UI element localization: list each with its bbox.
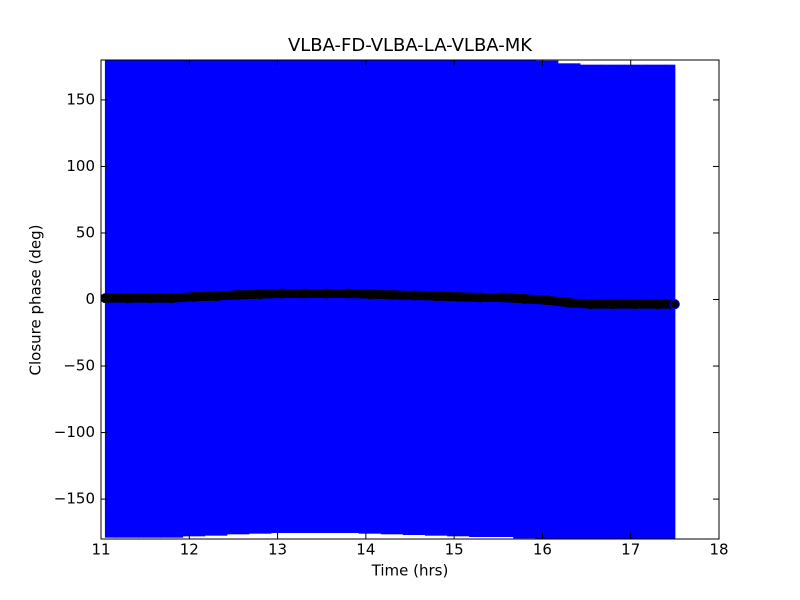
data-point [453,291,464,302]
x-tick-label: 11 [91,541,110,559]
data-point [608,299,619,310]
y-tick-label: 50 [76,223,95,241]
data-point [144,293,155,304]
x-axis-label: Time (hrs) [371,562,449,580]
chart-title: VLBA-FD-VLBA-LA-VLBA-MK [288,35,533,56]
x-tick-label: 18 [709,541,728,559]
data-point [475,292,486,303]
data-point [299,288,310,299]
x-tick-label: 17 [621,541,640,559]
data-point [254,289,265,300]
data-point [101,293,111,304]
data-point [321,288,332,299]
data-point [122,293,133,304]
x-tick-label: 15 [445,541,464,559]
y-axis-label: Closure phase (deg) [27,225,45,376]
data-point [497,292,508,303]
data-point [563,297,574,308]
data-point [232,289,243,300]
data-point [652,299,663,310]
data-point [166,293,177,304]
data-point [541,295,552,306]
y-tick-label: −50 [63,357,95,375]
x-tick-label: 12 [180,541,199,559]
x-tick-label: 16 [533,541,552,559]
data-point [519,293,530,304]
axes: 11 12 13 14 15 16 17 18 −150 −100 −50 0 50 100 150 [54,59,729,559]
data-point [188,291,199,302]
y-tick-label: −150 [54,490,95,508]
data-point [409,290,420,301]
data-point [365,289,376,300]
y-tick-label: 100 [66,157,95,175]
data-point [276,288,287,299]
data-point [630,299,641,310]
data-point [343,288,354,299]
data-point [431,291,442,302]
data-point [669,299,680,310]
data-point [387,289,398,300]
y-tick-label: 150 [66,90,95,108]
data-point [585,299,596,310]
x-tick-label: 13 [268,541,287,559]
data-point [210,291,221,302]
y-tick-label: −100 [54,423,95,441]
plot-area [101,60,680,539]
x-tick-label: 14 [356,541,375,559]
y-tick-label: 0 [85,290,95,308]
